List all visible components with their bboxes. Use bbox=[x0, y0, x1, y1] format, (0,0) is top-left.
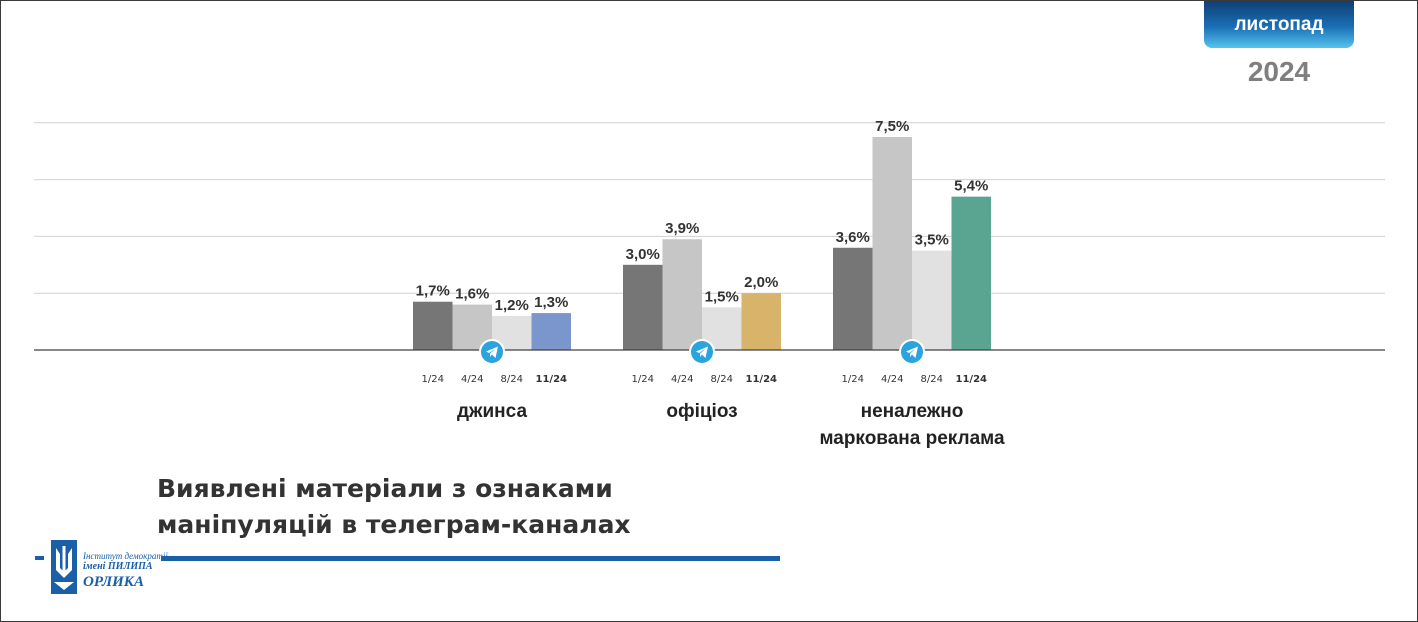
bar bbox=[531, 313, 571, 350]
data-label: 3,5% bbox=[915, 232, 949, 249]
bar bbox=[833, 247, 873, 350]
data-label: 5,4% bbox=[954, 178, 988, 195]
month-label: листопад bbox=[1234, 13, 1324, 35]
telegram-icon bbox=[689, 339, 715, 365]
data-label: 3,6% bbox=[836, 229, 870, 246]
data-label: 1,7% bbox=[416, 283, 450, 300]
bar bbox=[741, 293, 781, 350]
logo-text-line-3: ОРЛИКА bbox=[83, 574, 144, 590]
institute-logo: Інститут демократії імені ПИЛИПА ОРЛИКА bbox=[51, 540, 168, 595]
data-label: 3,9% bbox=[665, 220, 699, 237]
category-label: джинса bbox=[457, 401, 527, 422]
telegram-icon bbox=[899, 339, 925, 365]
bar bbox=[413, 301, 453, 350]
x-tick-label: 4/24 bbox=[881, 374, 903, 385]
telegram-icon bbox=[479, 339, 505, 365]
data-label: 1,2% bbox=[495, 297, 529, 314]
divider-rule bbox=[161, 556, 780, 561]
x-tick-label: 1/24 bbox=[842, 374, 864, 385]
category-label: неналежно bbox=[861, 401, 964, 422]
bar bbox=[872, 137, 912, 350]
x-tick-label: 11/24 bbox=[956, 374, 988, 385]
bar-chart: 1,7% 1/24 1,6% 4/24 1,2% 8/24 1,3% 11/24 джинса 3… bbox=[34, 118, 1385, 449]
divider-accent bbox=[35, 556, 44, 560]
data-label: 3,0% bbox=[626, 246, 660, 263]
page-title: Виявлені матеріали з ознаками маніпуляці… bbox=[157, 471, 797, 543]
page-title-line-2: маніпуляцій в телеграм-каналах bbox=[157, 510, 631, 539]
x-tick-label: 8/24 bbox=[921, 374, 943, 385]
x-tick-label: 4/24 bbox=[671, 374, 693, 385]
month-badge: листопад bbox=[1204, 1, 1354, 48]
x-tick-label: 11/24 bbox=[746, 374, 778, 385]
year-label: 2024 bbox=[1247, 56, 1311, 87]
data-label: 7,5% bbox=[875, 118, 909, 135]
data-label: 1,6% bbox=[455, 286, 489, 303]
logo-text-line-2: імені ПИЛИПА bbox=[83, 561, 153, 572]
trident-icon bbox=[51, 540, 77, 594]
data-label: 1,3% bbox=[534, 294, 568, 311]
bar bbox=[662, 239, 702, 350]
data-label: 1,5% bbox=[705, 288, 739, 305]
data-label: 2,0% bbox=[744, 274, 778, 291]
x-tick-label: 8/24 bbox=[711, 374, 733, 385]
bar bbox=[623, 264, 663, 350]
category-label: маркована реклама bbox=[819, 428, 1005, 449]
page-title-line-1: Виявлені матеріали з ознаками bbox=[157, 474, 613, 503]
bar bbox=[951, 196, 991, 350]
x-tick-label: 11/24 bbox=[536, 374, 568, 385]
x-tick-label: 1/24 bbox=[632, 374, 654, 385]
x-tick-label: 4/24 bbox=[461, 374, 483, 385]
x-tick-label: 1/24 bbox=[422, 374, 444, 385]
logo-text-line-1: Інститут демократії bbox=[83, 551, 168, 561]
x-tick-label: 8/24 bbox=[501, 374, 523, 385]
bar bbox=[912, 250, 952, 350]
category-label: офіціоз bbox=[666, 401, 737, 422]
